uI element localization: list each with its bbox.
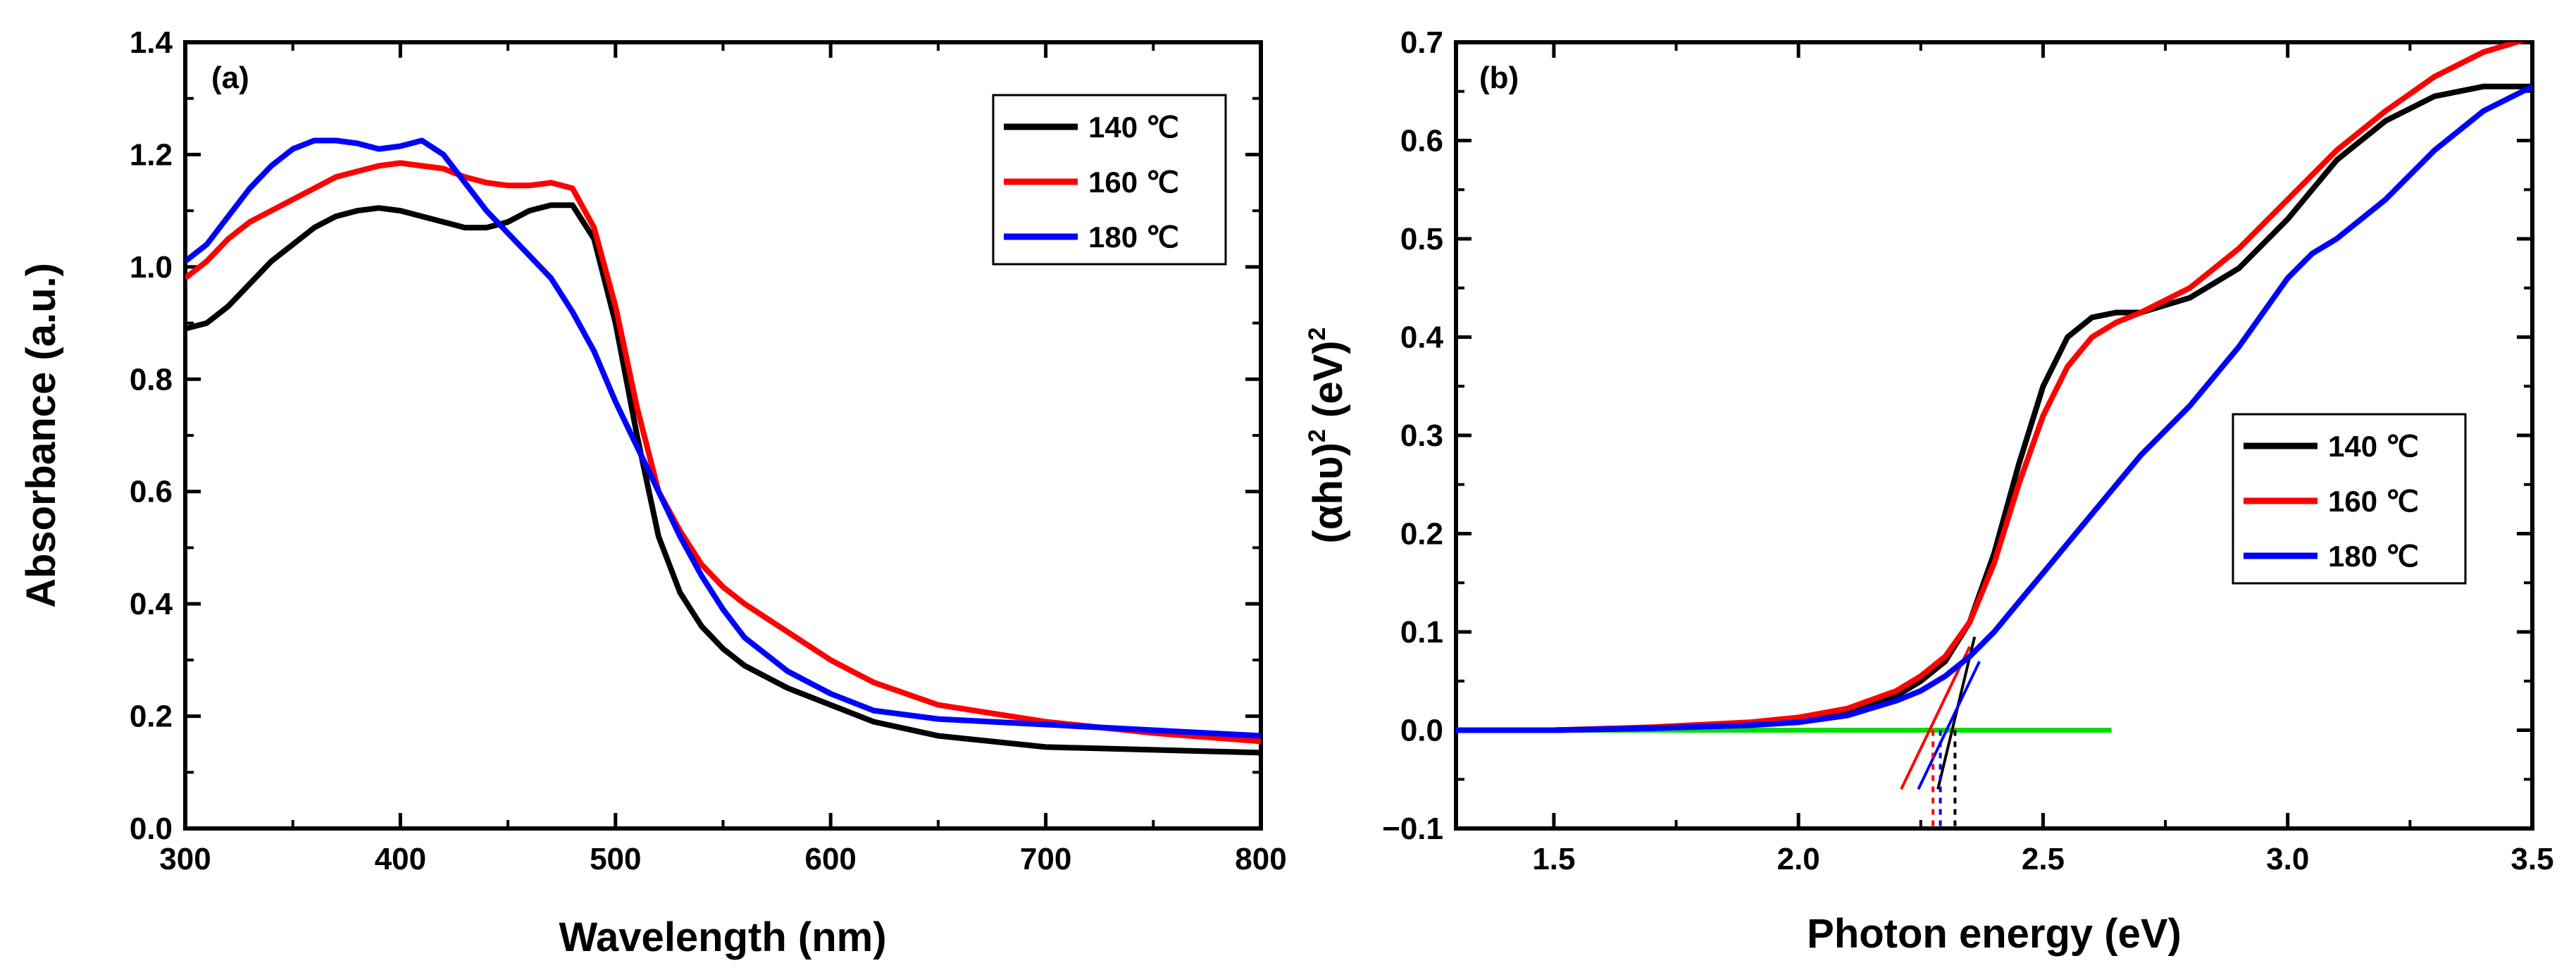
a-series-line-2 (185, 137, 1261, 739)
a-ytick-label: 0.6 (130, 475, 173, 509)
panel-b-legend-label-180: 180 ℃ (2328, 540, 2419, 573)
b-ytick-label: 0.4 (1400, 321, 1444, 355)
panel-b-x-axis-label: Photon energy (eV) (1807, 911, 2182, 957)
panel-a-x-ticks: 300 400 500 600 700 800 (159, 42, 1287, 876)
panel-b-legend-label-160: 160 ℃ (2328, 485, 2419, 518)
b-ytick-label: −0.1 (1382, 812, 1443, 846)
panel-b-y-ticks: −0.1 0.0 0.1 0.2 0.3 0.4 0.5 0.6 0.7 (1382, 25, 2532, 846)
a-xtick-label: 300 (159, 842, 211, 876)
panel-b-y-label-sup-1: 2 (1304, 429, 1331, 442)
b-ytick-label: 0.7 (1400, 25, 1443, 60)
panel-a-legend-label-140: 140 ℃ (1088, 111, 1179, 144)
panel-b-legend-label-140: 140 ℃ (2328, 430, 2419, 463)
panel-a-x-axis-label: Wavelength (nm) (559, 914, 886, 960)
b-ytick-label: 0.2 (1400, 517, 1443, 552)
b-series-line-1 (1456, 42, 2526, 733)
a-xtick-label: 400 (375, 842, 426, 876)
panel-b-y-label-part-2: (eV) (1305, 340, 1351, 429)
panel-b-series (1456, 42, 2532, 828)
panel-a-legend: 140 ℃ 160 ℃ 180 ℃ (992, 94, 1227, 266)
b-tangent-line-2 (1917, 660, 1981, 790)
a-ytick-label: 1.0 (130, 250, 173, 285)
panel-a-series (185, 137, 1261, 756)
a-series-line-1 (185, 160, 1261, 745)
panel-b-y-axis-label: (αhυ)2 (eV)2 (1304, 327, 1351, 543)
a-xtick-label: 600 (804, 842, 856, 876)
panel-a-y-axis-label: Absorbance (a.u.) (18, 263, 64, 608)
a-xtick-label: 800 (1235, 842, 1286, 876)
a-xtick-label: 500 (590, 842, 641, 876)
panel-a-legend-label-160: 160 ℃ (1088, 166, 1179, 199)
a-series-line-0 (185, 202, 1261, 756)
panel-a-y-ticks: 0.0 0.2 0.4 0.6 0.8 1.0 1.2 1.4 (130, 25, 1261, 846)
b-xtick-label: 2.0 (1777, 842, 1820, 876)
a-ytick-label: 0.2 (130, 700, 173, 734)
a-xtick-label: 700 (1020, 842, 1071, 876)
b-xtick-label: 2.5 (2022, 842, 2065, 876)
panel-a-legend-label-180: 180 ℃ (1088, 221, 1179, 254)
a-ytick-label: 0.4 (130, 587, 173, 621)
b-ytick-label: 0.3 (1400, 418, 1443, 453)
b-xtick-label: 1.5 (1532, 842, 1575, 876)
panel-b: (b) −0.1 0.0 0.1 0.2 0.3 0.4 0.5 0.6 0.7 1.5 2.0 2… (1304, 25, 2554, 957)
panel-b-x-ticks: 1.5 2.0 2.5 3.0 3.5 (1532, 42, 2554, 876)
panel-b-legend: 140 ℃ 160 ℃ 180 ℃ (2232, 413, 2467, 585)
panel-a: (a) 0.0 0.2 0.4 0.6 0.8 1.0 1.2 1.4 300 400 500 60… (18, 25, 1287, 960)
a-ytick-label: 0.0 (130, 812, 173, 846)
b-tangent-line-1 (1900, 646, 1972, 790)
b-ytick-label: 0.0 (1400, 714, 1443, 748)
b-ytick-label: 0.1 (1400, 615, 1443, 650)
panel-b-y-label-part-1: (αhυ) (1305, 442, 1351, 543)
b-series-line-2 (1456, 84, 2532, 733)
b-xtick-label: 3.0 (2266, 842, 2309, 876)
b-xtick-label: 3.5 (2510, 842, 2553, 876)
panel-b-label: (b) (1479, 61, 1519, 95)
b-ytick-label: 0.5 (1400, 222, 1443, 256)
a-ytick-label: 1.4 (130, 25, 173, 60)
b-ytick-label: 0.6 (1400, 124, 1443, 159)
a-ytick-label: 1.2 (130, 137, 173, 172)
panel-a-label: (a) (211, 61, 249, 95)
a-ytick-label: 0.8 (130, 362, 173, 397)
panel-b-y-label-sup-2: 2 (1304, 327, 1331, 340)
panel-b-legend-box (2232, 413, 2467, 585)
